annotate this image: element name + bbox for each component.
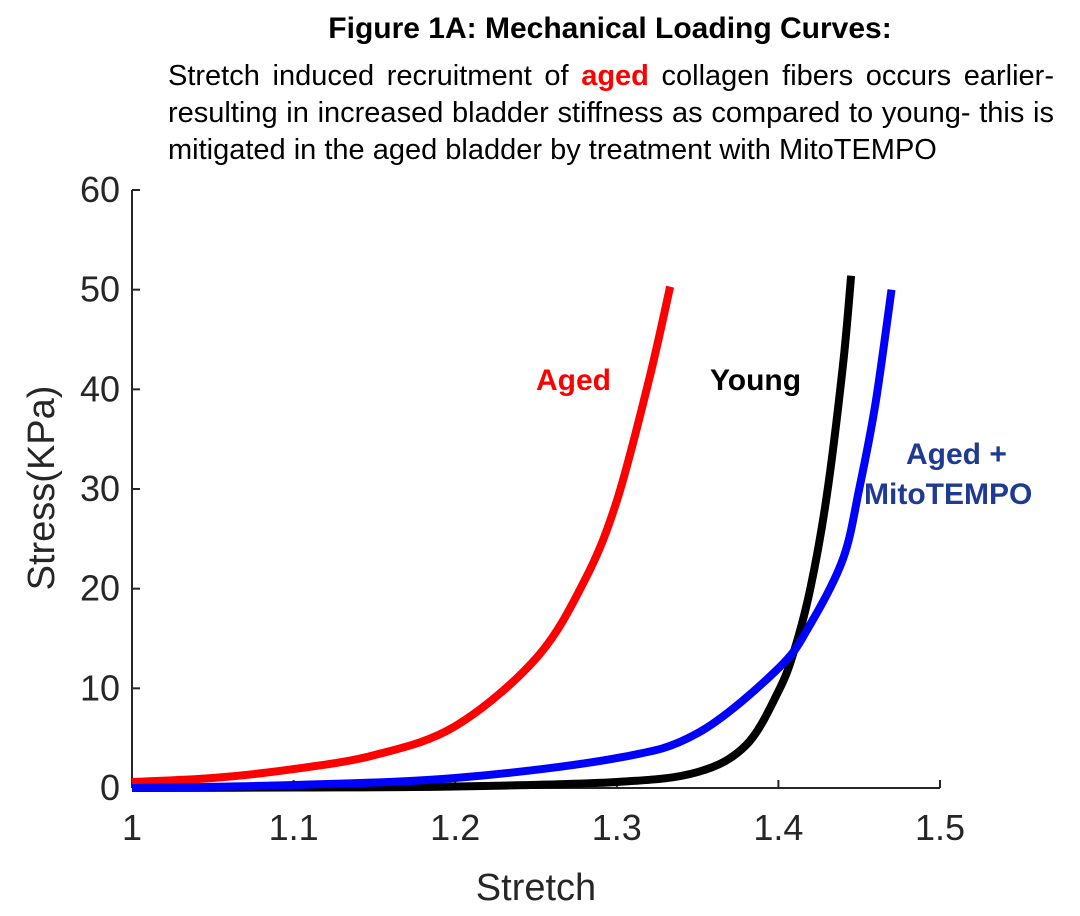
- series-line-young: [131, 275, 856, 792]
- subtitle-part-1: Stretch induced recruitment of: [168, 60, 582, 92]
- y-tick-label: 40: [80, 368, 120, 409]
- x-tick-label: 1.3: [592, 807, 642, 848]
- x-tick-label: 1: [122, 807, 142, 848]
- x-tick-label: 1.5: [915, 807, 965, 848]
- series-labels: Aged Young Aged + MitoTEMPO: [536, 364, 1032, 511]
- x-tick-label: 1.1: [269, 807, 319, 848]
- y-tick-label: 60: [80, 169, 120, 210]
- series-line-aged-mitotempo: [131, 289, 896, 792]
- axes: 1 1.1 1.2 1.3 1.4 1.5 0 10 20 30 40 50 60: [80, 169, 965, 848]
- series-label-young: Young: [710, 364, 801, 397]
- series-label-mito-line1: Aged +: [906, 438, 1007, 471]
- y-tick-label: 20: [80, 568, 120, 609]
- series-label-mito-line2: MitoTEMPO: [864, 478, 1032, 511]
- y-tick-label: 30: [80, 468, 120, 509]
- figure-title: Figure 1A: Mechanical Loading Curves:: [328, 12, 892, 45]
- x-tick-label: 1.4: [753, 807, 803, 848]
- figure-subtitle: Stretch induced recruitment of aged coll…: [168, 58, 1054, 169]
- y-tick-label: 0: [100, 767, 120, 808]
- subtitle-highlight-aged: aged: [581, 60, 649, 92]
- series-lines: [131, 275, 896, 792]
- y-tick-label: 50: [80, 269, 120, 310]
- x-tick-label: 1.2: [430, 807, 480, 848]
- series-label-aged: Aged: [536, 364, 611, 397]
- series-line-aged: [131, 285, 675, 787]
- x-axis-label: Stretch: [476, 867, 596, 909]
- y-axis-label: Stress(KPa): [21, 386, 63, 591]
- subtitle-part-2: collagen fibers occurs earlier- resultin…: [168, 60, 1054, 166]
- y-tick-label: 10: [80, 667, 120, 708]
